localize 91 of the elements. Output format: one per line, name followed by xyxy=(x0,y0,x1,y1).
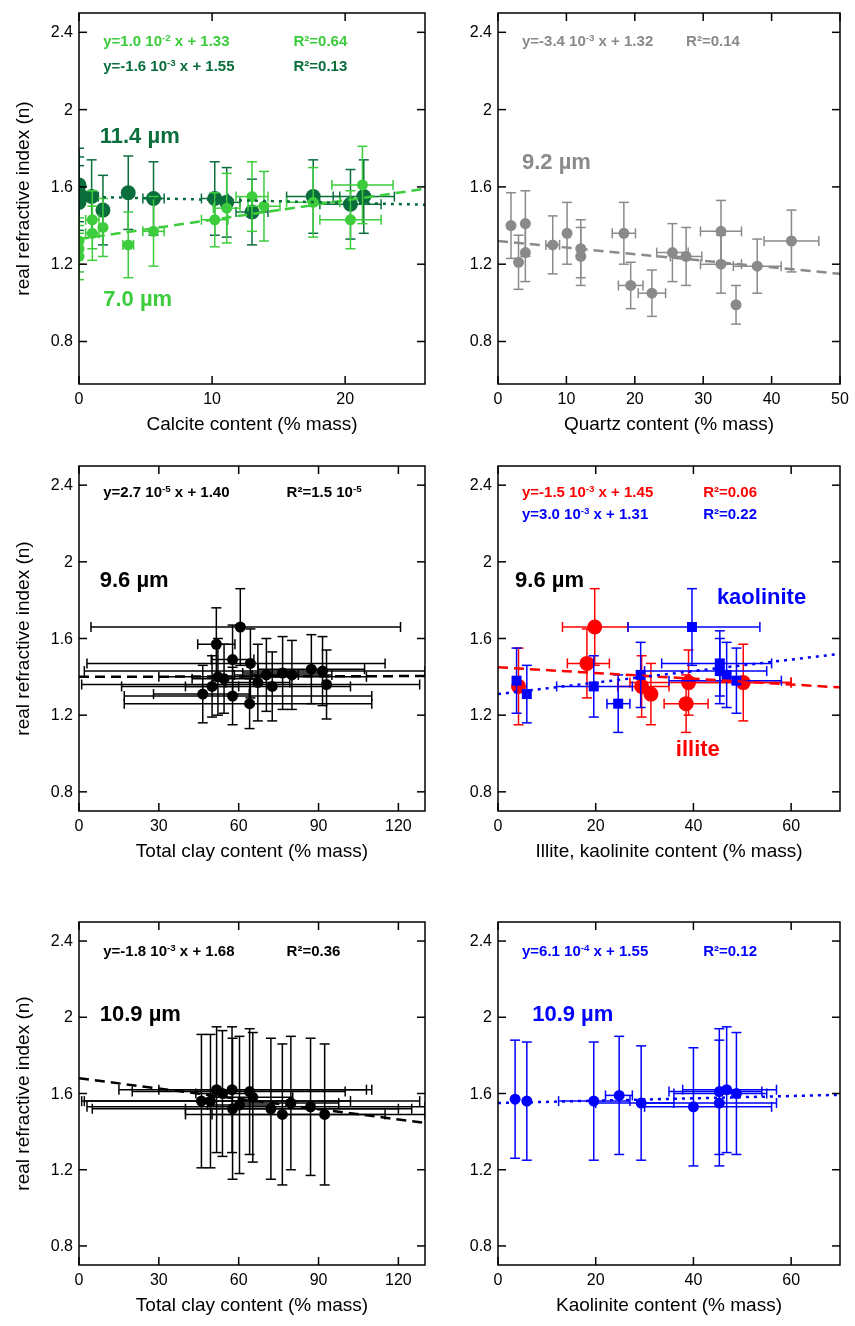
y-axis-title: real refractive index (n) xyxy=(12,101,33,296)
y-tick-label: 1.2 xyxy=(50,255,74,273)
y-tick-label: 1.6 xyxy=(469,1084,493,1102)
y-tick-label: 1.6 xyxy=(50,177,74,195)
annotation: y=-1.6 10$^{-3}$ x + 1.55 xyxy=(103,56,235,74)
y-tick-label: 1.2 xyxy=(50,706,74,724)
x-tick-label: 120 xyxy=(385,1271,412,1288)
x-tick-label: 30 xyxy=(694,390,713,407)
y-tick-label: 1.6 xyxy=(50,629,74,647)
annotation: R²=0.36 xyxy=(286,942,341,960)
y-tick-label: 2 xyxy=(64,1008,74,1026)
x-axis-title: Quartz content (% mass) xyxy=(563,413,775,434)
y-tick-label: 0.8 xyxy=(469,332,493,350)
x-tick-label: 10 xyxy=(557,390,576,407)
annotation: y=6.1 10$^{-4}$ x + 1.55 xyxy=(521,941,649,960)
y-tick-label: 2.4 xyxy=(50,476,74,494)
annotation: 9.6 µm xyxy=(515,566,585,592)
y-axis-title: real refractive index (n) xyxy=(12,996,33,1191)
annotation: R²=0.22 xyxy=(703,505,757,523)
series-label: illite xyxy=(675,735,720,761)
x-tick-label: 40 xyxy=(684,1271,703,1288)
y-tick-label: 2 xyxy=(483,1008,493,1026)
x-axis-title: Total clay content (% mass) xyxy=(135,840,369,861)
x-tick-label: 0 xyxy=(493,817,503,834)
x-tick-label: 0 xyxy=(74,390,84,407)
series-label: 7.0 µm xyxy=(103,286,173,312)
y-tick-label: 1.6 xyxy=(469,629,493,647)
y-tick-label: 2.4 xyxy=(50,932,74,950)
y-tick-label: 2 xyxy=(64,552,74,570)
x-axis-title: Illite, kaolinite content (% mass) xyxy=(535,840,803,861)
x-tick-label: 40 xyxy=(684,817,703,834)
y-tick-label: 0.8 xyxy=(50,332,74,350)
annotation: R²=0.13 xyxy=(293,56,348,74)
x-tick-label: 60 xyxy=(229,1271,248,1288)
text: 9.6 µm xyxy=(99,566,169,592)
y-axis-title: real refractive index (n) xyxy=(12,541,33,736)
x-tick-label: 0 xyxy=(493,1271,503,1288)
series-label: kaolinite xyxy=(716,584,807,609)
x-axis-title: Calcite content (% mass) xyxy=(146,413,358,434)
x-tick-label: 20 xyxy=(336,390,355,407)
annotation: R²=0.12 xyxy=(703,942,757,960)
x-tick-label: 50 xyxy=(831,390,849,407)
y-tick-label: 0.8 xyxy=(469,1236,493,1254)
x-tick-label: 20 xyxy=(586,1271,605,1288)
annotation: R²=1.5 10$^{-5}$ xyxy=(286,482,363,501)
y-tick-label: 1.6 xyxy=(469,177,493,195)
x-tick-label: 0 xyxy=(74,817,84,834)
series-label: 11.4 µm xyxy=(99,122,180,148)
y-tick-label: 2.4 xyxy=(469,476,493,494)
x-tick-label: 20 xyxy=(625,390,644,407)
y-tick-label: 1.2 xyxy=(469,1160,493,1178)
y-tick-label: 2.4 xyxy=(50,23,74,41)
y-tick-label: 2 xyxy=(64,100,74,118)
y-tick-label: 2.4 xyxy=(469,23,493,41)
y-tick-label: 2 xyxy=(483,100,493,118)
x-tick-label: 60 xyxy=(782,1271,801,1288)
annotation: R²=0.14 xyxy=(686,32,741,50)
annotation: y=-1.5 10$^{-3}$ x + 1.45 xyxy=(521,482,654,501)
x-tick-label: 0 xyxy=(74,1271,84,1288)
y-tick-label: 2 xyxy=(483,552,493,570)
x-tick-label: 40 xyxy=(762,390,781,407)
text: 9.2 µm xyxy=(521,148,591,174)
x-axis-title: Kaolinite content (% mass) xyxy=(556,1294,782,1315)
annotation: y=1.0 10$^{-2}$ x + 1.33 xyxy=(103,31,230,50)
text: 10.9 µm xyxy=(532,1001,614,1027)
x-tick-label: 90 xyxy=(309,1271,328,1288)
annotation: y=3.0 10$^{-3}$ x + 1.31 xyxy=(521,504,649,523)
y-tick-label: 1.2 xyxy=(50,1160,74,1178)
x-tick-label: 60 xyxy=(782,817,801,834)
x-tick-label: 30 xyxy=(149,1271,168,1288)
x-tick-label: 20 xyxy=(586,817,605,834)
y-tick-label: 0.8 xyxy=(50,1236,74,1254)
y-tick-label: 1.2 xyxy=(469,706,493,724)
x-tick-label: 90 xyxy=(309,817,328,834)
x-tick-label: 30 xyxy=(149,817,168,834)
y-tick-label: 0.8 xyxy=(50,782,74,800)
y-tick-label: 1.2 xyxy=(469,255,493,273)
annotation: y=-3.4 10$^{-3}$ x + 1.32 xyxy=(521,31,654,50)
y-tick-label: 0.8 xyxy=(469,782,493,800)
y-tick-label: 2.4 xyxy=(469,932,493,950)
x-tick-label: 0 xyxy=(493,390,503,407)
annotation: R²=0.06 xyxy=(703,483,757,501)
annotation: y=-1.8 10$^{-3}$ x + 1.68 xyxy=(103,941,235,960)
x-tick-label: 120 xyxy=(385,817,412,834)
annotation: R²=0.64 xyxy=(293,32,348,50)
text: 10.9 µm xyxy=(99,1001,181,1027)
x-tick-label: 10 xyxy=(203,390,222,407)
x-axis-title: Total clay content (% mass) xyxy=(135,1294,369,1315)
y-tick-label: 1.6 xyxy=(50,1084,74,1102)
x-tick-label: 60 xyxy=(229,817,248,834)
annotation: y=2.7 10$^{-5}$ x + 1.40 xyxy=(103,482,230,501)
